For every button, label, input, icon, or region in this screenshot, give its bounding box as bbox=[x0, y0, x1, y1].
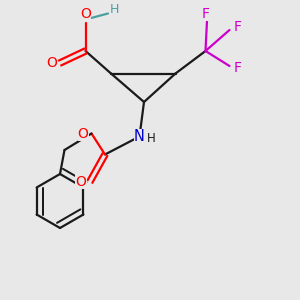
Text: H: H bbox=[146, 132, 155, 146]
Text: O: O bbox=[80, 7, 91, 21]
Text: O: O bbox=[78, 127, 88, 140]
Text: O: O bbox=[76, 175, 86, 188]
Text: N: N bbox=[134, 129, 145, 144]
Text: F: F bbox=[234, 20, 242, 34]
Text: H: H bbox=[110, 3, 119, 16]
Text: O: O bbox=[46, 56, 57, 70]
Text: F: F bbox=[234, 61, 242, 74]
Text: F: F bbox=[202, 7, 209, 20]
